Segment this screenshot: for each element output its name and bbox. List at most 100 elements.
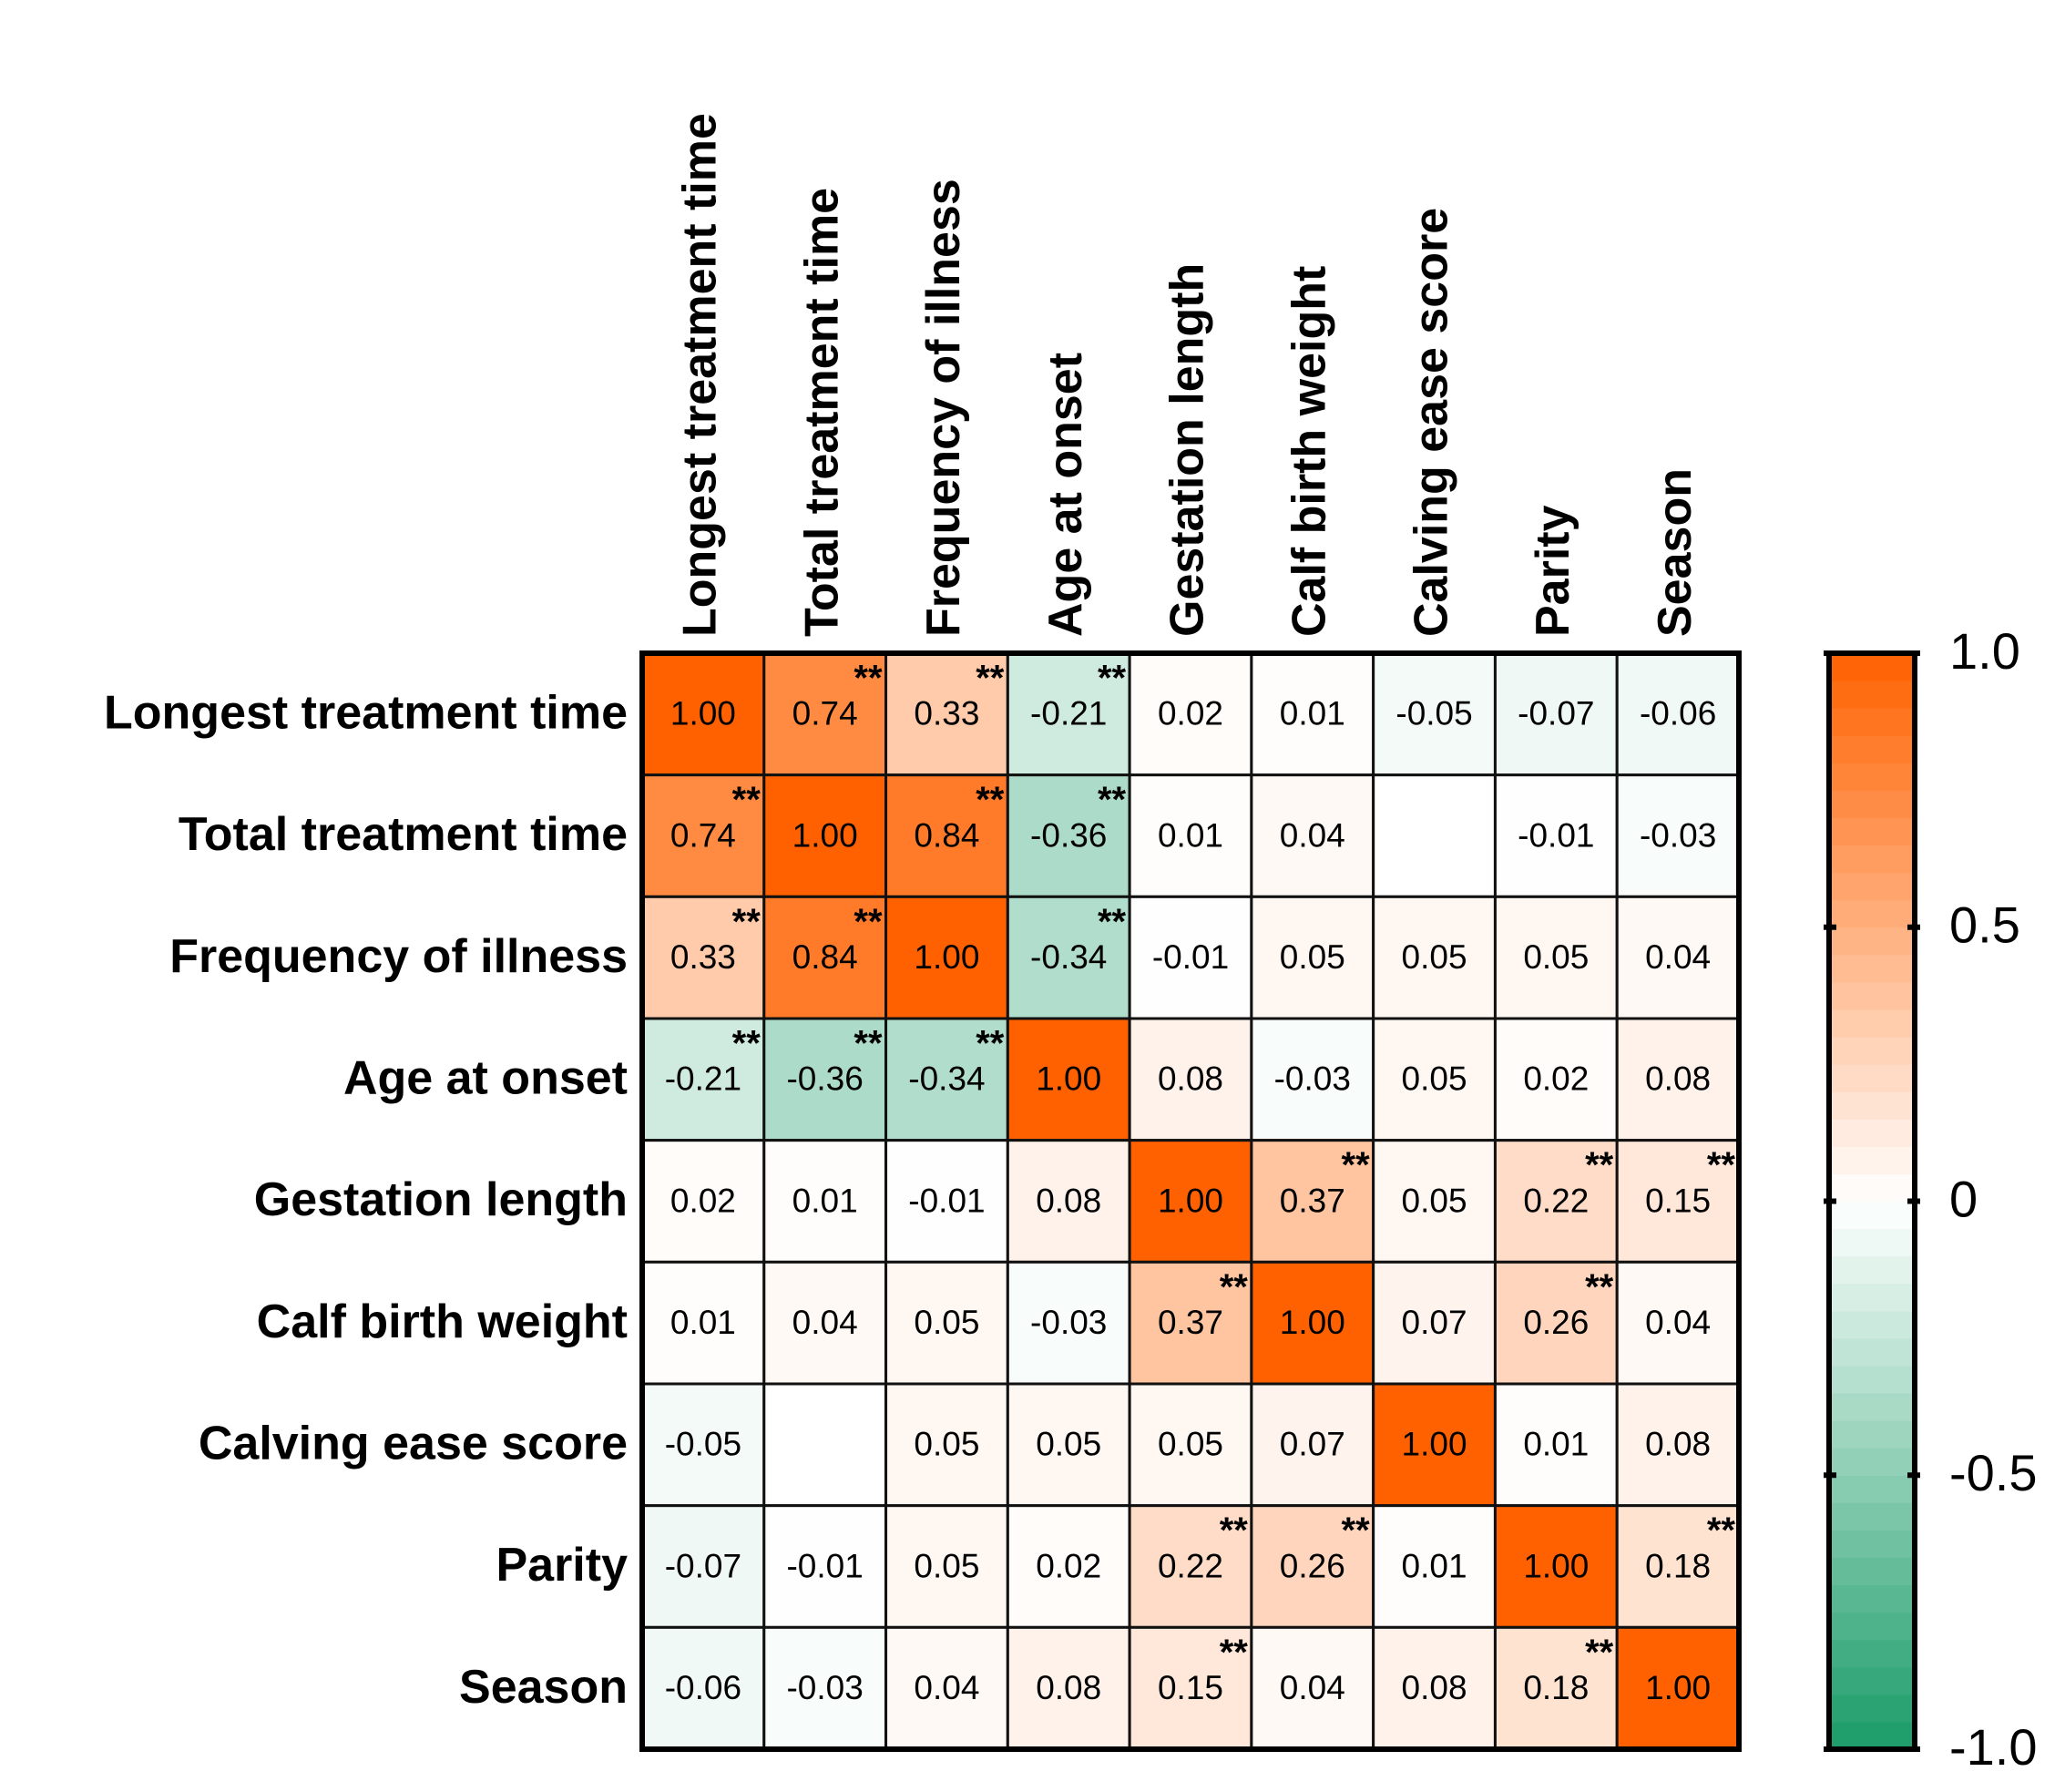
cell-label: 0.37 <box>1158 1304 1223 1341</box>
cell-label: 0.01 <box>792 1182 858 1219</box>
heatmap-cell <box>1250 1504 1375 1629</box>
colorbar-band <box>1829 1091 1915 1120</box>
cell-label: -0.05 <box>1395 695 1472 732</box>
heatmap-cell <box>1250 895 1375 1020</box>
cell-label: -0.01 <box>1518 816 1594 854</box>
cell-label: 0.33 <box>670 938 736 976</box>
cell-label: -0.06 <box>665 1669 741 1706</box>
colorbar-band <box>1829 899 1915 928</box>
significance-mark: ** <box>1220 1510 1249 1551</box>
colorbar-band <box>1829 1448 1915 1476</box>
cell-label: 0.04 <box>1645 938 1711 976</box>
column-label: Age at onset <box>1039 353 1092 637</box>
cell-label: -0.03 <box>1030 1304 1107 1341</box>
colorbar-band <box>1829 1037 1915 1065</box>
colorbar-band <box>1829 1694 1915 1723</box>
significance-mark: ** <box>976 1024 1005 1064</box>
colorbar-tick-label: 0.5 <box>1949 896 2020 954</box>
cell-label: 0.07 <box>1402 1304 1467 1341</box>
heatmap-cell <box>1128 1139 1253 1264</box>
significance-mark: ** <box>1098 659 1127 699</box>
colorbar-band <box>1829 1612 1915 1641</box>
column-label: Frequency of illness <box>917 179 970 637</box>
cell-label: 0.05 <box>1523 938 1589 976</box>
row-label: Age at onset <box>343 1052 628 1105</box>
cell-label: 0.01 <box>670 1304 736 1341</box>
cell-label: 1.00 <box>1523 1547 1589 1584</box>
heatmap-cell <box>762 1139 888 1264</box>
heatmap-cell <box>1493 773 1619 898</box>
row-label: Calf birth weight <box>257 1295 628 1348</box>
heatmap-cell <box>1615 1382 1741 1508</box>
heatmap-cell <box>1006 1139 1131 1264</box>
heatmap-cell <box>1006 895 1131 1020</box>
column-label: Total treatment time <box>795 188 848 637</box>
row-label: Frequency of illness <box>169 930 628 983</box>
significance-mark: ** <box>854 1024 883 1064</box>
heatmap-cell <box>1006 1260 1131 1386</box>
cell-label: 0.08 <box>1036 1669 1101 1706</box>
colorbar-band <box>1829 1666 1915 1695</box>
cell-label: 0.04 <box>1280 1669 1345 1706</box>
cell-label: 0.02 <box>1036 1547 1101 1584</box>
heatmap-cell <box>640 651 766 777</box>
heatmap-cell <box>1128 1504 1253 1629</box>
cell-label: 0.04 <box>1645 1304 1711 1341</box>
colorbar-band <box>1829 845 1915 874</box>
cell-label: -0.36 <box>1030 816 1107 854</box>
cell-label: -0.21 <box>665 1060 741 1098</box>
colorbar-band <box>1829 1365 1915 1394</box>
significance-mark: ** <box>976 780 1005 820</box>
cell-label: 0.05 <box>1036 1426 1101 1463</box>
cell-label: -0.07 <box>1518 695 1594 732</box>
colorbar-band <box>1829 1530 1915 1559</box>
heatmap-cell <box>1250 651 1375 777</box>
colorbar-band <box>1829 927 1915 956</box>
heatmap-cell <box>640 1139 766 1264</box>
heatmap-border <box>639 650 1742 1752</box>
cell-label: 0.15 <box>1158 1669 1223 1706</box>
heatmap-cell <box>1006 1625 1131 1751</box>
colorbar-band <box>1829 981 1915 1010</box>
cell-label: 1.00 <box>1402 1426 1467 1463</box>
significance-mark: ** <box>1220 1633 1249 1673</box>
cell-label: 1.00 <box>914 938 979 976</box>
colorbar-band <box>1829 1064 1915 1092</box>
colorbar-band <box>1829 1009 1915 1038</box>
significance-mark: ** <box>976 659 1005 699</box>
colorbar-band <box>1829 735 1915 763</box>
colorbar-band <box>1829 1283 1915 1312</box>
column-label: Gestation length <box>1161 263 1214 637</box>
colorbar-band <box>1829 1584 1915 1613</box>
cell-label: -0.03 <box>786 1669 863 1706</box>
colorbar-tick-label: 1.0 <box>1949 622 2020 680</box>
row-label: Season <box>459 1661 628 1714</box>
cell-label: -0.07 <box>665 1547 741 1584</box>
cell-label: 1.00 <box>670 695 736 732</box>
cell-label: 0.22 <box>1158 1547 1223 1584</box>
colorbar-band <box>1829 1475 1915 1503</box>
colorbar-band <box>1829 681 1915 709</box>
heatmap-cell <box>762 1260 888 1386</box>
cell-label: 0.04 <box>792 1304 858 1341</box>
colorbar-band <box>1829 708 1915 736</box>
cell-label: 0.01 <box>1402 1547 1467 1584</box>
colorbar-band <box>1829 817 1915 846</box>
cell-label: 0.37 <box>1280 1182 1345 1219</box>
cell-label: -0.36 <box>786 1060 863 1098</box>
heatmap-cell <box>884 1625 1009 1751</box>
cell-label: 0.08 <box>1645 1060 1711 1098</box>
colorbar-band <box>1829 1393 1915 1421</box>
heatmap-cell <box>762 1017 888 1142</box>
cell-label: 0.08 <box>1036 1182 1101 1219</box>
heatmap-cell <box>640 1260 766 1386</box>
cell-label: -0.34 <box>908 1060 985 1098</box>
colorbar-band <box>1829 1255 1915 1285</box>
cell-label: 0.02 <box>1523 1060 1589 1098</box>
colorbar-band <box>1829 1201 1915 1230</box>
cell-label: 1.00 <box>792 816 858 854</box>
heatmap-cell <box>1128 1017 1253 1142</box>
cell-label: -0.03 <box>1640 816 1716 854</box>
heatmap-cell <box>1615 773 1741 898</box>
